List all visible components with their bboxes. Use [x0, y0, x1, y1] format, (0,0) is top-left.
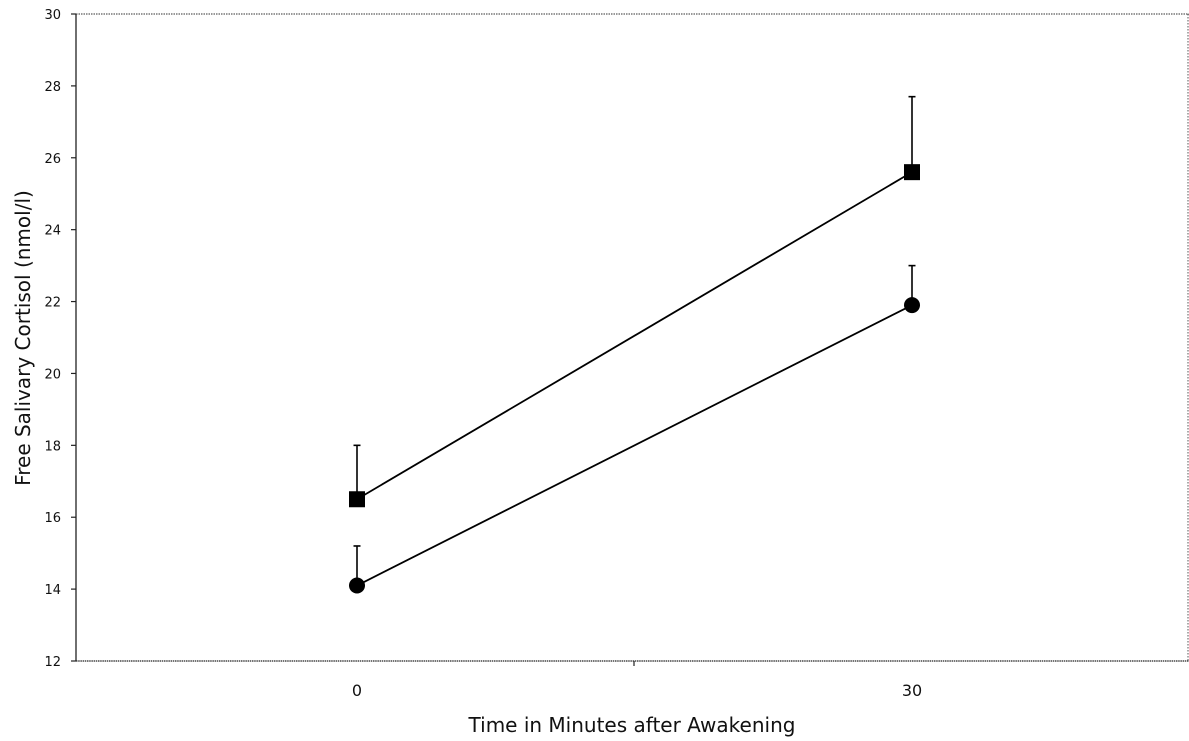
- data-point-square: [904, 164, 920, 181]
- y-tick-label: 14: [44, 583, 61, 598]
- y-axis-title: Free Salivary Cortisol (nmol/l): [11, 190, 35, 486]
- y-tick-label: 24: [44, 224, 61, 239]
- x-tick-label: 0: [352, 681, 362, 700]
- y-tick-label: 12: [44, 655, 61, 670]
- plot-frame: [75, 13, 1189, 662]
- data-point-square: [349, 491, 365, 508]
- y-axis-ticks: 12 14 16 18 20 22 24 26 28 30: [44, 8, 76, 670]
- series-circle: [349, 264, 920, 594]
- y-tick-label: 28: [44, 80, 61, 95]
- y-tick-label: 22: [44, 296, 61, 311]
- x-axis-ticks: 0 30: [352, 661, 922, 700]
- x-tick-label: 30: [902, 681, 922, 700]
- series-line: [356, 304, 913, 587]
- y-tick-label: 26: [44, 152, 61, 167]
- y-tick-label: 16: [44, 511, 61, 526]
- data-point-circle: [904, 297, 920, 314]
- y-tick-label: 30: [44, 8, 61, 23]
- x-axis-title: Time in Minutes after Awakening: [468, 713, 796, 737]
- data-point-circle: [349, 577, 365, 594]
- y-tick-label: 20: [44, 367, 61, 382]
- data-series: [349, 95, 920, 594]
- series-line: [356, 171, 913, 501]
- series-square: [349, 95, 920, 508]
- y-tick-label: 18: [44, 439, 61, 454]
